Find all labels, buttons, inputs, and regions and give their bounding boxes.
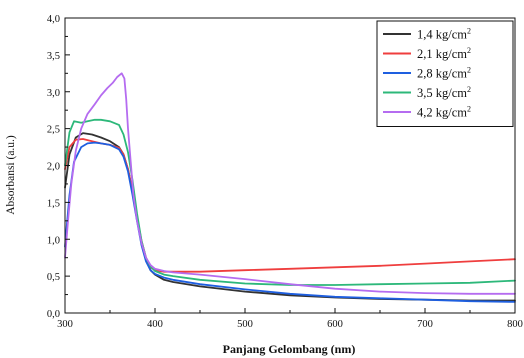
y-tick-label: 3,5 [47,51,60,62]
y-tick-label: 3,0 [47,88,60,99]
series-line-5 [64,72,516,295]
x-tick-label: 400 [147,319,163,330]
y-tick-label: 2,5 [47,125,60,136]
series-line-4 [64,118,516,286]
plot-area [64,72,516,303]
legend-entry-4: 3,5 kg/cm2 [417,85,471,100]
y-tick-label: 1,0 [47,235,60,246]
legend-entry-2: 2,1 kg/cm2 [417,46,471,61]
x-axis-label: Panjang Gelombang (nm) [223,342,356,356]
legend: 1,4 kg/cm2 2,1 kg/cm2 2,8 kg/cm2 3,5 kg/cm2… [376,20,514,127]
series-line-2 [64,138,516,273]
series-line-3 [64,141,516,303]
legend-entry-5: 4,2 kg/cm2 [417,105,471,120]
x-tick-label: 700 [417,319,433,330]
x-tick-label: 800 [507,319,523,330]
axes: 300 400 500 600 700 800 0,0 0,5 1,0 1,5 2,0 2,5 3,0 3… [47,14,523,330]
x-tick-label: 600 [327,319,343,330]
y-tick-label: 0,5 [47,272,60,283]
y-tick-label: 0,0 [47,309,60,320]
series-line-1 [64,132,516,302]
x-tick-label: 300 [57,319,73,330]
legend-entry-3: 2,8 kg/cm2 [417,66,471,81]
y-tick-label: 2,0 [47,162,60,173]
x-tick-label: 500 [237,319,253,330]
y-tick-label: 4,0 [47,14,60,25]
legend-entry-1: 1,4 kg/cm2 [417,27,471,42]
y-axis-label: Absorbansi (a.u.) [5,135,17,215]
y-tick-label: 1,5 [47,198,60,209]
